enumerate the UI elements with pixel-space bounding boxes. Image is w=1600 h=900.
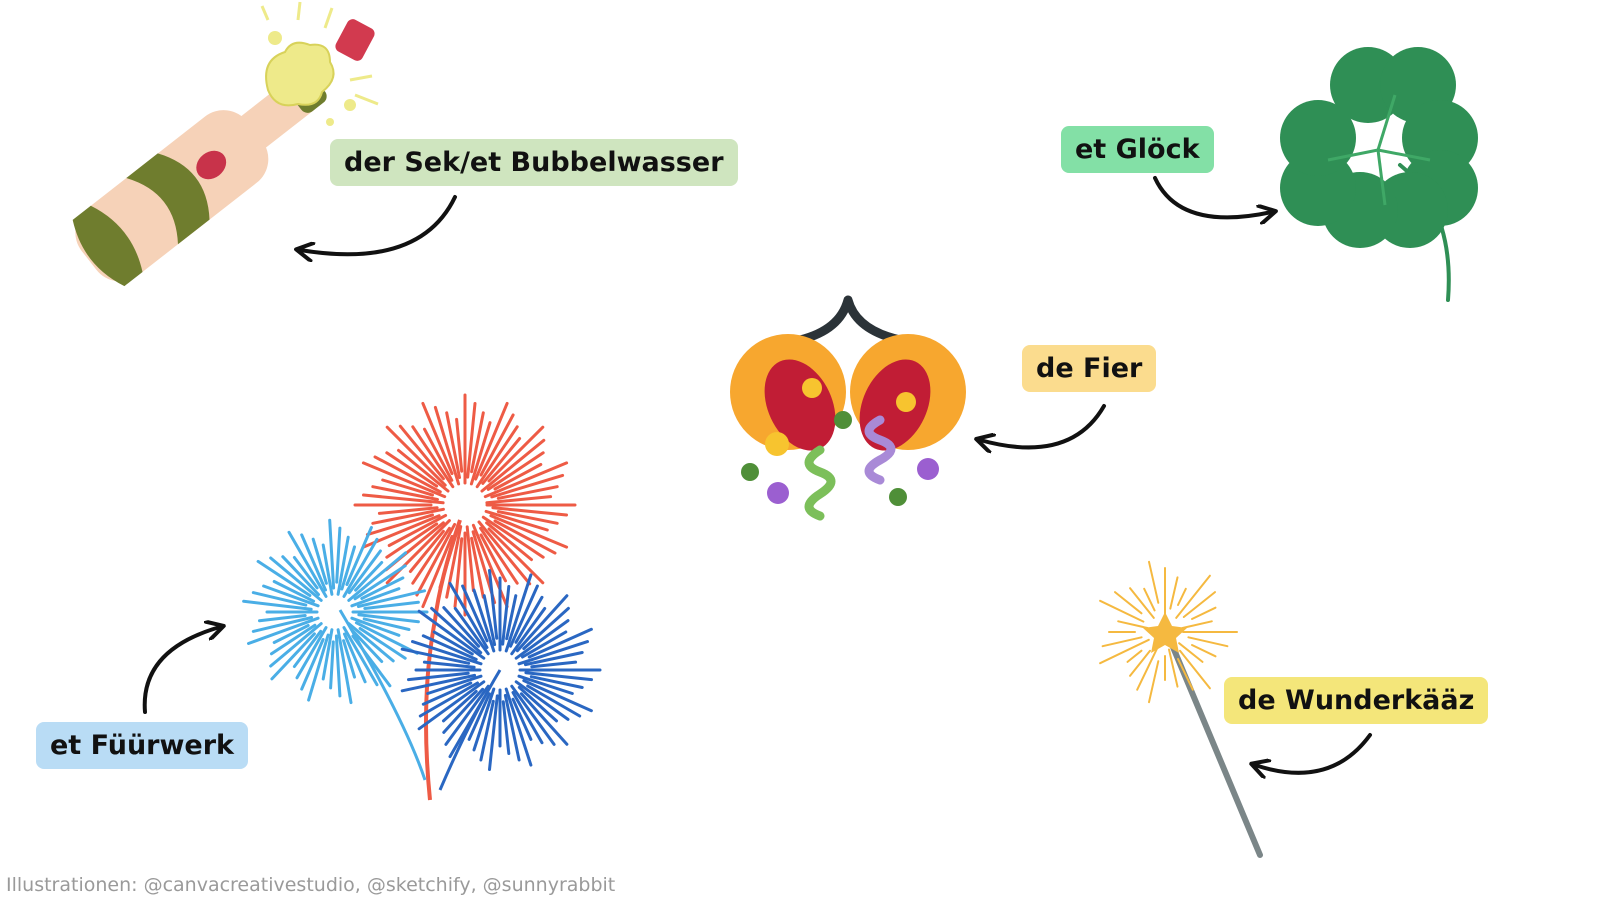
arrow-to-clover [1153, 176, 1272, 217]
illustration-credit: Illustrationen: @canvacreativestudio, @s… [6, 874, 616, 896]
label-fier: de Fier [1022, 345, 1157, 392]
arrow-to-popper [980, 404, 1106, 447]
arrow-to-sparkler [1255, 733, 1372, 773]
label-wunderkaeaez: de Wunderkääz [1224, 677, 1489, 724]
label-fuerwerk: et Füürwerk [36, 722, 249, 769]
fireworks-icon [242, 393, 602, 801]
arrow-to-bottle [300, 195, 457, 254]
party-popper-icon [730, 295, 966, 521]
four-leaf-clover-icon [1280, 47, 1478, 302]
label-sekt: der Sek/et Bubbelwasser [330, 139, 738, 186]
label-gloeck: et Glöck [1061, 126, 1214, 173]
arrow-to-fireworks [142, 627, 220, 714]
champagne-bottle-icon [72, 1, 379, 287]
sparkler-icon [1099, 560, 1263, 858]
